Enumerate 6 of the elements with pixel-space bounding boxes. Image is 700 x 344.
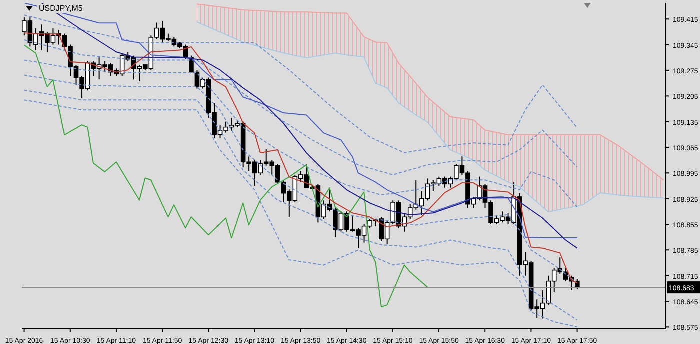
line-series: [24, 44, 428, 308]
line-series: [24, 60, 578, 208]
line-series: [24, 14, 578, 154]
line-series: [24, 40, 578, 176]
line-series: [196, 4, 664, 181]
chart-title: USDJPY,M5: [37, 4, 85, 13]
